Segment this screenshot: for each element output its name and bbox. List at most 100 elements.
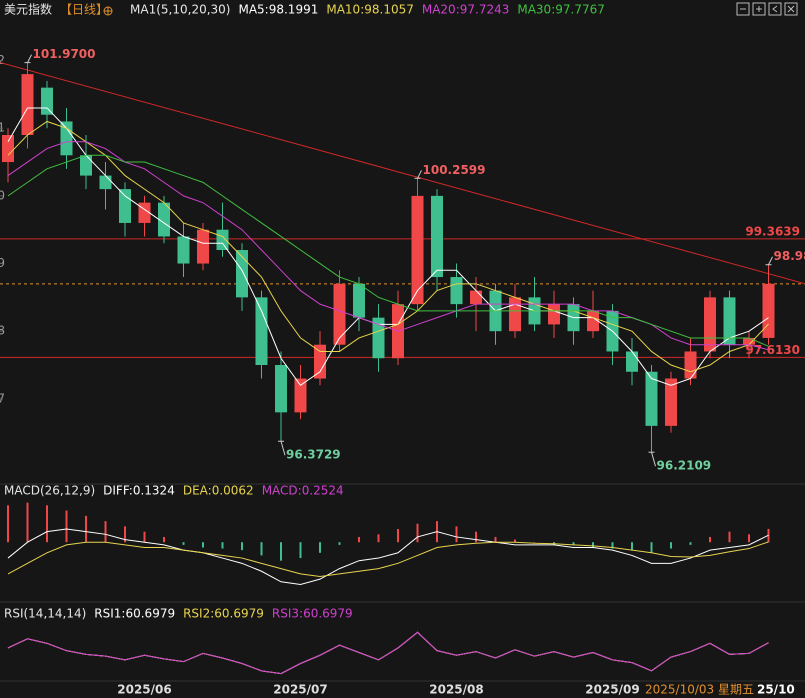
annotation-label: 96.3729 [286,448,341,462]
candle-body [548,304,560,325]
date-short: 25/10 [757,683,795,697]
rsi-line [7,631,769,675]
annotation-leader [280,441,286,456]
add-icon[interactable] [103,6,113,16]
candle-body [684,351,697,379]
indicator-legend: RSI3:60.6979 [272,607,353,621]
candle-body [450,277,463,305]
macd-bar [338,542,341,545]
macd-bar [689,542,692,545]
date-label: 2025/10/03 星期五 [645,683,754,697]
macd-bar [65,510,68,543]
macd-bar [202,542,204,548]
ma-line [7,107,769,386]
macd-bar [26,502,29,543]
zoom-in-button[interactable] [752,2,766,16]
candle-body [41,87,53,115]
x-tick-label: 2025/07 [273,683,327,697]
macd-bar [631,542,633,551]
macd-bar [611,542,614,549]
x-tick-label: 2025/09 [585,683,639,697]
period-label: 【日线】 [60,3,108,17]
horizontal-line-label: 97.6130 [745,343,800,357]
candle-body [294,378,307,413]
candle-body [2,135,14,163]
candle-body [411,195,424,305]
candle-body [255,297,268,365]
indicator-line [7,528,769,585]
candle-body [704,297,716,352]
candle-body [99,175,112,190]
macd-bar [299,542,302,559]
candle-body [470,290,482,305]
indicator-line [7,541,769,578]
annotation-label: 101.9700 [33,47,96,61]
macd-bar [514,539,516,543]
symbol-title: 美元指数 [4,2,52,17]
annotation-label: 96.2109 [657,459,712,473]
macd-bar [143,531,146,543]
macd-bar [572,542,575,545]
candle-body [275,365,287,413]
ma-legend: MA10:98.1057 [326,3,414,17]
macd-bar [280,542,282,561]
indicator-legend: DIFF:0.1324 [103,484,175,498]
macd-bar [670,542,672,549]
indicator-legend: MACD:0.2524 [262,484,344,498]
indicator-legend: RSI1:60.6979 [94,607,175,621]
macd-bar [85,515,87,543]
candle-body [509,297,521,332]
indicator-title: RSI(14,14,14) [4,607,86,621]
macd-bar [397,529,399,543]
macd-bar [104,521,107,543]
rsi-line [7,631,769,675]
macd-bar [748,534,750,543]
indicator-legend: DEA:0.0062 [183,484,254,498]
candle-body [665,378,677,426]
candle-body [314,344,326,379]
candle-body [645,371,658,426]
ma-legend: MA5:98.1991 [238,3,318,17]
candle-body [216,229,229,250]
macd-bar [46,505,48,543]
candle-body [236,250,248,298]
horizontal-line-label: 99.3639 [745,224,800,238]
x-tick-label: 2025/06 [117,683,171,697]
rsi-line [7,631,769,675]
macd-bar [592,542,594,548]
ma-line [7,154,769,347]
candle-body [626,351,638,372]
indicator-legend: RSI2:60.6979 [183,607,264,621]
macd-bar [260,542,263,556]
candle-body [723,297,736,345]
annotation-label: 98.9820 [774,249,805,263]
macd-bar [377,534,380,543]
macd-bar [221,542,224,549]
ma-title: MA1(5,10,20,30) [130,3,230,17]
macd-bar [416,523,419,543]
annotation-label: 100.2599 [423,163,486,177]
candle-body [197,229,209,264]
macd-bar [319,542,321,553]
candle-body [372,317,385,359]
candle-body [743,337,755,345]
macd-bar [494,536,497,543]
back-button[interactable] [768,2,782,16]
macd-bar [182,542,185,545]
ma-legend: MA30:97.7767 [517,3,605,17]
candle-body [119,189,131,223]
macd-bar [163,536,165,543]
candle-body [353,283,365,318]
zoom-out-button[interactable] [736,2,750,16]
annotation-leader [651,452,656,467]
candle-body [431,195,443,278]
macd-bar [709,536,711,543]
candle-body [158,202,170,237]
macd-bar [475,531,477,543]
candle-body [762,283,775,338]
close-button[interactable] [784,2,798,16]
candle-body [21,74,34,135]
ma-line [7,120,769,373]
